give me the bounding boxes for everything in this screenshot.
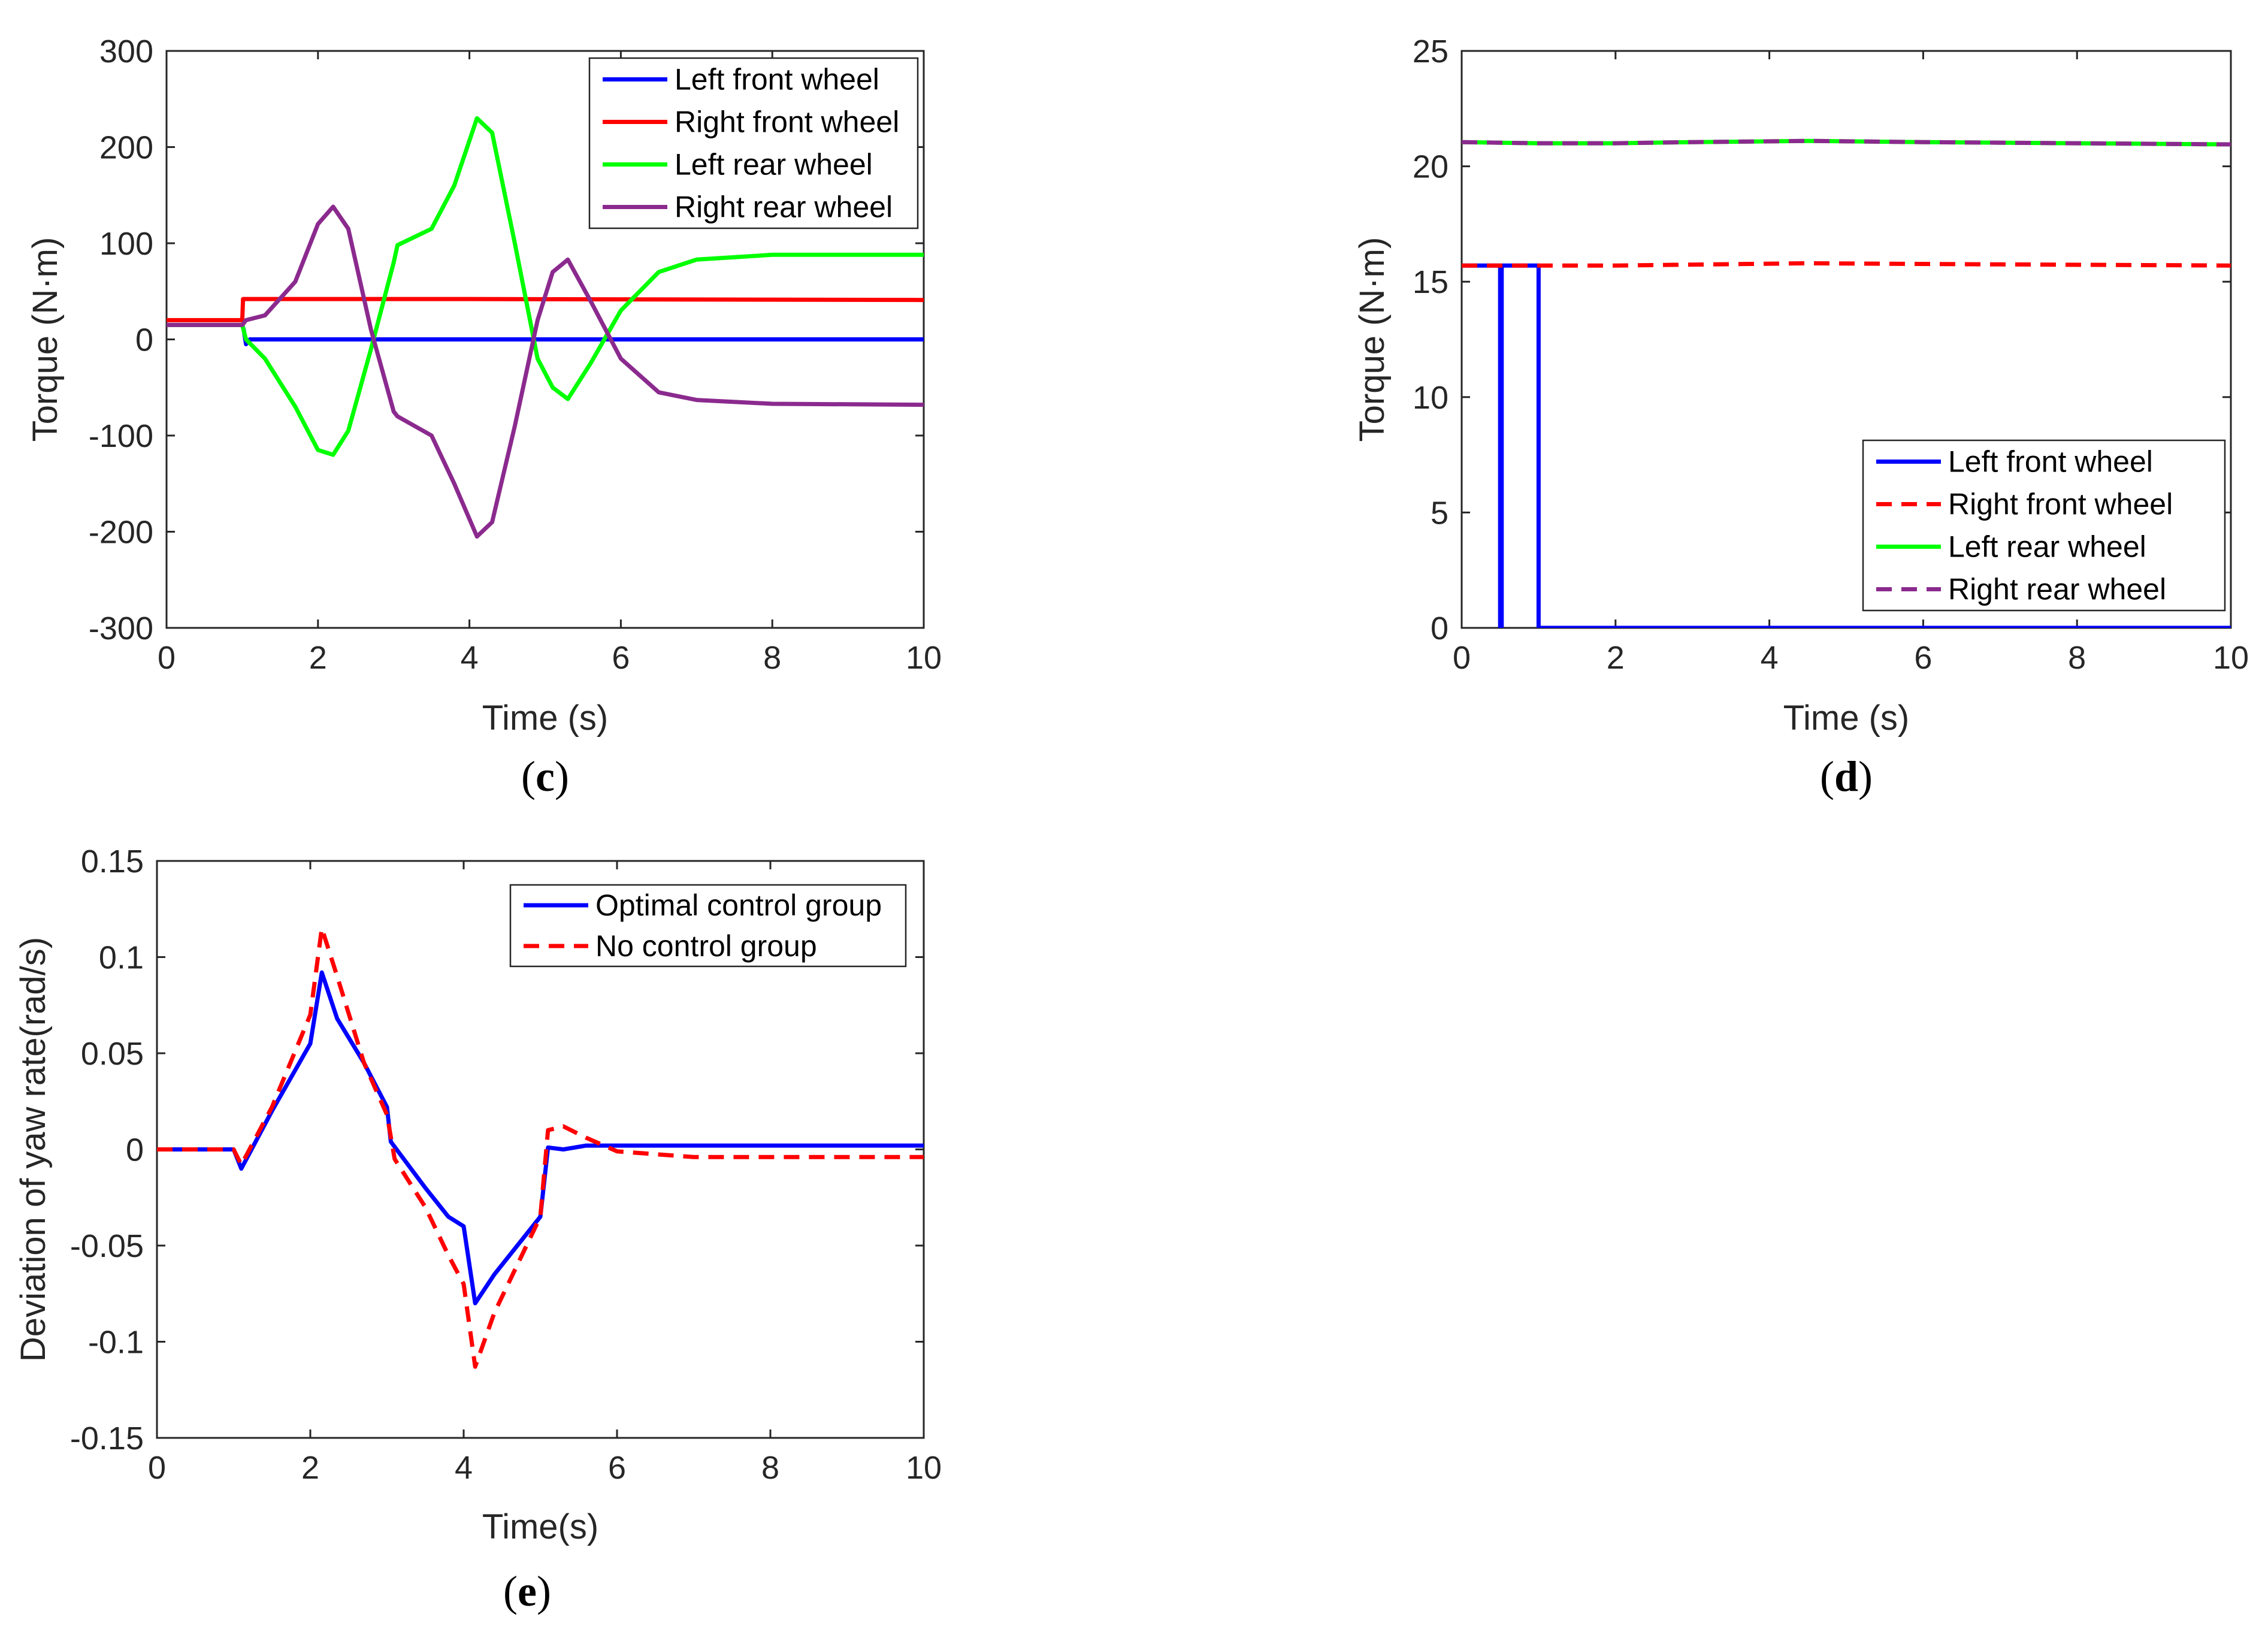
legend-label: Right rear wheel: [675, 191, 893, 224]
y-tick-label: 0.05: [81, 1036, 144, 1072]
series-line-optimal-control-group: [157, 970, 924, 1305]
y-tick-label: 0: [1431, 611, 1449, 646]
panel-d: 0 2 4 6 8 10 0 5 10 15 20 25 Left front wheel Right f…: [1353, 34, 2249, 800]
y-tick-label: 15: [1413, 264, 1449, 300]
y-tick-label: -0.05: [70, 1228, 144, 1264]
series-line-right-front-wheel: [167, 297, 924, 322]
y-tick-label: 0.1: [99, 940, 144, 976]
x-tick-label: 6: [612, 640, 630, 676]
y-tick-label: 25: [1413, 34, 1449, 69]
x-tick-label: 8: [761, 1450, 779, 1486]
x-tick-label: 10: [2213, 640, 2249, 676]
x-tick-label: 10: [906, 1450, 942, 1486]
legend-label: Left rear wheel: [675, 148, 873, 182]
panel-c: 0 2 4 6 8 10 -300 -200 -100 0 100 200 300 Left front …: [26, 34, 942, 800]
y-tick-label: 5: [1431, 495, 1449, 531]
x-tick-label: 6: [608, 1450, 626, 1486]
series-group-c: [167, 116, 924, 539]
y-tick-label: 0.15: [81, 844, 144, 880]
series-line-right-rear-wheel: [167, 204, 924, 539]
legend-box: [509, 884, 907, 968]
subfigure-label: (d): [1820, 752, 1873, 800]
legend-d: Left front wheel Right front wheel Left re…: [1862, 439, 2226, 612]
y-tick-label: 200: [99, 130, 153, 166]
y-tick-label: 10: [1413, 380, 1449, 416]
x-tick-label: 2: [309, 640, 327, 676]
x-tick-label: 0: [148, 1450, 166, 1486]
subfigure-label: (c): [521, 752, 569, 800]
series-line-right-front-wheel: [1462, 261, 2231, 268]
y-tick-label: -0.1: [88, 1325, 144, 1361]
y-tick-label: -0.15: [70, 1421, 144, 1456]
x-tick-label: 10: [906, 640, 942, 676]
x-tick-label: 0: [1453, 640, 1471, 676]
legend-box: [1862, 439, 2226, 612]
x-tick-label: 2: [301, 1450, 319, 1486]
y-tick-label: -100: [89, 418, 153, 454]
y-tick-label: 0: [135, 322, 153, 358]
x-axis-label: Time (s): [1783, 699, 1909, 738]
y-tick-label: 100: [99, 226, 153, 262]
x-tick-label: 4: [461, 640, 479, 676]
y-tick-label: 300: [99, 34, 153, 69]
panel-e: 0 2 4 6 8 10 -0.15 -0.1 -0.05 0 0.05 0.1 0.15 Optimal…: [14, 844, 942, 1615]
y-axis-label: Torque (N·m): [1353, 237, 1392, 442]
legend-label: Left front wheel: [675, 63, 879, 96]
legend-label: Right front wheel: [675, 105, 899, 139]
x-tick-label: 0: [158, 640, 176, 676]
y-axis-label: Torque (N·m): [26, 237, 65, 442]
x-tick-label: 6: [1914, 640, 1932, 676]
x-axis-label: Time (s): [482, 699, 608, 738]
series-group-d: [1462, 138, 2231, 628]
x-tick-label: 8: [763, 640, 781, 676]
series-line-left-rear-wheel: [167, 116, 924, 457]
series-line-no-control-group: [157, 926, 924, 1369]
x-axis-label: Time(s): [482, 1507, 598, 1546]
subfigure-label: (e): [503, 1567, 551, 1615]
legend-label: Left rear wheel: [1948, 530, 2146, 564]
y-tick-label: -300: [89, 611, 153, 646]
x-tick-label: 8: [2068, 640, 2086, 676]
legend-label: Right front wheel: [1948, 488, 2173, 521]
legend-e: Optimal control group No control group: [509, 884, 907, 968]
legend-label: Right rear wheel: [1948, 573, 2166, 606]
series-line-left-front-wheel: [1462, 263, 2231, 628]
x-tick-label: 4: [1761, 640, 1779, 676]
y-tick-label: -200: [89, 515, 153, 551]
y-axis-label: Deviation of yaw rate(rad/s): [14, 937, 53, 1362]
legend-c: Left front wheel Right front wheel Left re…: [588, 57, 919, 229]
legend-label: Optimal control group: [595, 888, 882, 922]
legend-label: Left front wheel: [1948, 445, 2153, 479]
x-tick-label: 4: [455, 1450, 473, 1486]
y-tick-label: 0: [126, 1132, 144, 1168]
legend-box: [588, 57, 919, 229]
series-line-right-rear-wheel: [1462, 138, 2231, 147]
y-tick-label: 20: [1413, 149, 1449, 185]
legend-label: No control group: [595, 929, 817, 963]
x-tick-label: 2: [1607, 640, 1625, 676]
series-group-e: [157, 926, 924, 1369]
